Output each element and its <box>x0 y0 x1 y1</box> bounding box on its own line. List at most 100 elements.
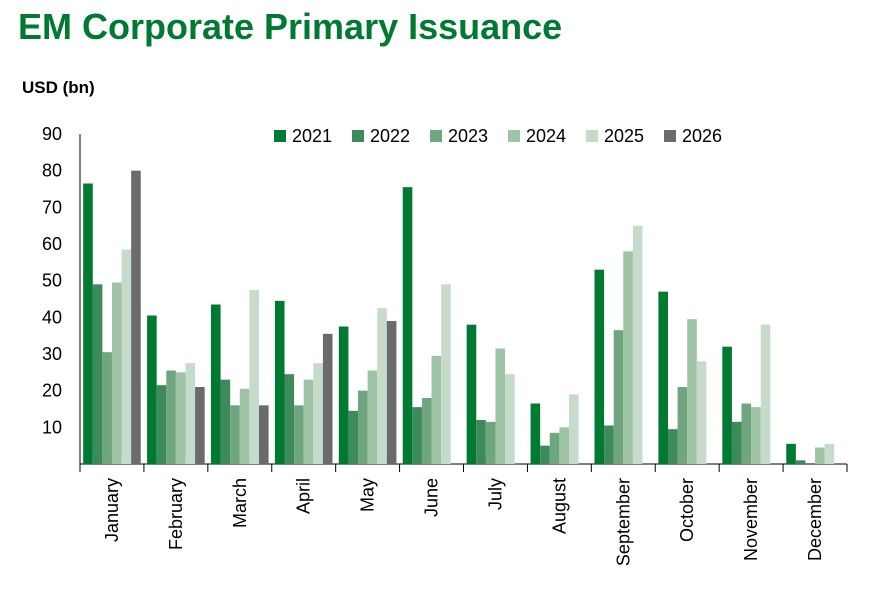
bar-2025-july <box>505 374 515 464</box>
bar-2021-november <box>722 346 732 464</box>
x-category-label: December <box>805 478 825 561</box>
bar-2023-march <box>230 405 240 464</box>
bar-2025-november <box>760 324 771 464</box>
bar-2024-june <box>431 355 442 464</box>
x-category-label: June <box>422 478 442 517</box>
legend-swatch-2025 <box>586 130 598 142</box>
legend-swatch-2024 <box>508 130 520 142</box>
chart-title: EM Corporate Primary Issuance <box>18 6 563 47</box>
bar-2025-april <box>313 363 323 464</box>
bar-2024-april <box>303 379 314 464</box>
bar-2023-february <box>166 370 176 464</box>
bar-2025-february <box>185 363 196 464</box>
bar-2022-august <box>540 445 550 464</box>
bar-2026-february <box>195 387 205 464</box>
bar-2025-october <box>696 361 707 464</box>
bar-2021-september <box>594 269 605 464</box>
x-category-label: February <box>166 478 186 550</box>
y-tick-label: 60 <box>42 234 62 254</box>
bar-2024-february <box>175 372 186 464</box>
legend-label-2025: 2025 <box>604 126 644 146</box>
x-category-label: March <box>230 478 250 528</box>
bar-2023-september <box>613 330 624 464</box>
bar-2025-june <box>441 284 451 464</box>
bar-2021-july <box>466 324 477 464</box>
y-tick-label: 50 <box>42 271 62 291</box>
bar-2021-march <box>210 304 221 464</box>
x-category-label: October <box>677 478 697 542</box>
bar-2023-may <box>358 390 368 464</box>
bar-2025-december <box>824 443 835 464</box>
legend-label-2023: 2023 <box>448 126 488 146</box>
y-unit-label: USD (bn) <box>22 78 95 97</box>
legend-swatch-2021 <box>274 130 286 142</box>
bar-2023-april <box>294 405 304 464</box>
bar-2022-july <box>476 420 486 464</box>
bar-2023-october <box>677 387 688 464</box>
y-tick-label: 20 <box>42 381 62 401</box>
y-tick-label: 10 <box>42 417 62 437</box>
bar-2022-september <box>604 425 614 464</box>
bar-2024-may <box>367 370 378 464</box>
bar-2023-july <box>485 421 496 464</box>
bar-2025-may <box>377 308 387 464</box>
y-tick-label: 40 <box>42 307 62 327</box>
bar-2024-october <box>687 319 697 464</box>
legend-label-2024: 2024 <box>526 126 566 146</box>
bar-2026-january <box>131 170 141 465</box>
y-tick-label: 80 <box>42 161 62 181</box>
bar-2025-january <box>121 249 132 464</box>
bar-2022-january <box>92 284 103 464</box>
legend-swatch-2023 <box>430 130 442 142</box>
bar-2023-june <box>421 398 432 464</box>
bar-2022-may <box>348 410 359 464</box>
axes: 10 20 30 40 50 60 70 80 90 January February March Ap… <box>42 124 848 566</box>
bars <box>83 170 835 465</box>
bar-2021-june <box>402 187 413 465</box>
y-tick-label: 90 <box>42 124 62 144</box>
bar-2022-march <box>220 379 231 464</box>
bar-2022-november <box>731 421 742 464</box>
x-category-label: July <box>485 478 505 510</box>
bar-2026-march <box>258 405 269 464</box>
bar-2021-may <box>338 326 349 464</box>
bar-2023-november <box>741 403 752 464</box>
bar-2024-january <box>111 282 122 464</box>
x-category-label: November <box>741 478 761 561</box>
x-category-label: May <box>358 478 378 512</box>
bar-2023-august <box>549 432 560 464</box>
x-category-label: April <box>294 478 314 514</box>
bar-2022-december <box>795 460 806 464</box>
bar-2022-april <box>284 374 295 464</box>
bar-2021-august <box>530 403 541 464</box>
bar-2024-september <box>623 251 633 464</box>
bar-2022-february <box>156 385 167 464</box>
bar-2022-october <box>668 429 678 464</box>
legend-label-2026: 2026 <box>682 126 722 146</box>
bar-2021-january <box>83 183 93 464</box>
x-category-label: August <box>549 478 569 534</box>
bar-2026-may <box>386 321 397 464</box>
legend: 2021 2022 2023 2024 2025 2026 <box>274 126 722 146</box>
y-tick-label: 70 <box>42 197 62 217</box>
bar-2021-october <box>658 291 669 464</box>
bar-2025-march <box>249 289 259 464</box>
bar-2023-january <box>102 352 112 464</box>
x-category-label: September <box>613 478 633 566</box>
bar-2024-december <box>815 447 825 464</box>
bar-2021-april <box>274 300 285 464</box>
bar-2024-november <box>751 407 761 464</box>
bar-2022-june <box>412 407 422 464</box>
legend-swatch-2022 <box>352 130 364 142</box>
bar-2024-july <box>495 348 506 464</box>
legend-swatch-2026 <box>664 130 676 142</box>
bar-2021-february <box>147 315 157 464</box>
bar-2024-march <box>239 388 250 464</box>
x-category-label: January <box>102 478 122 542</box>
legend-label-2022: 2022 <box>370 126 410 146</box>
y-tick-label: 30 <box>42 344 62 364</box>
bar-2025-august <box>568 394 579 464</box>
bar-2025-september <box>632 225 643 464</box>
bar-2021-december <box>786 443 796 464</box>
